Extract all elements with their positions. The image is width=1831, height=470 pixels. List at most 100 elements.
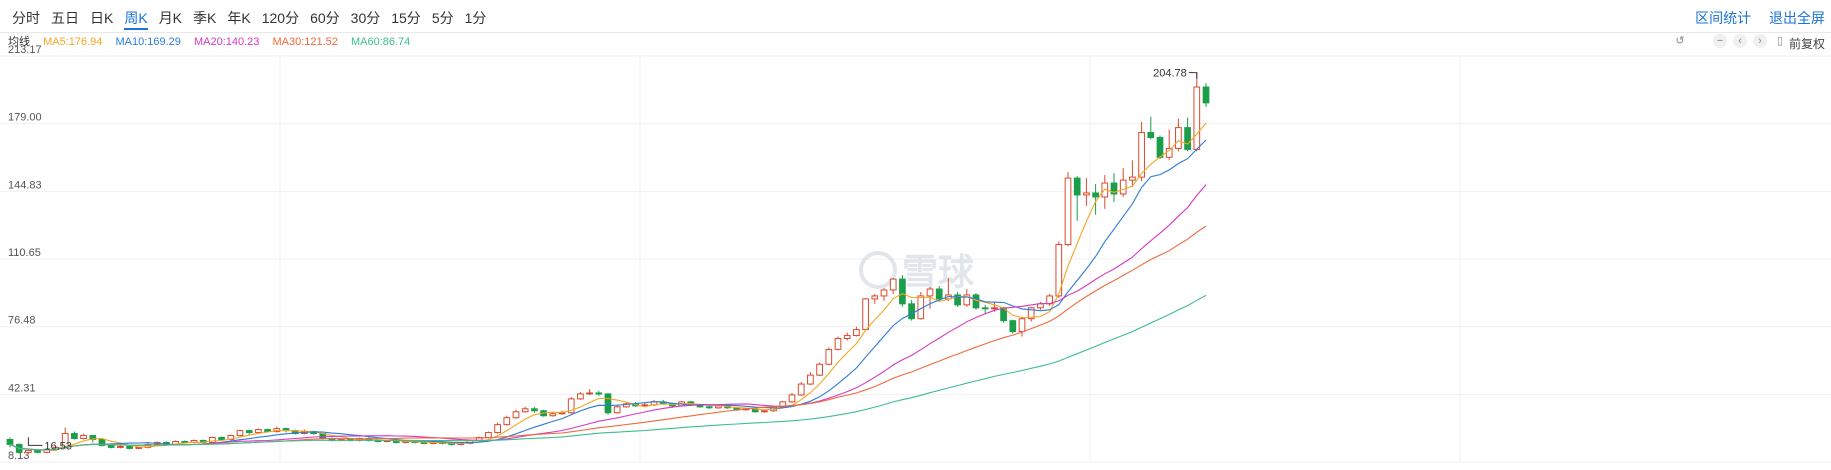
tab-12[interactable]: 1分 bbox=[464, 10, 487, 26]
interval-stats-link[interactable]: 区间统计 bbox=[1695, 10, 1752, 26]
tab-6[interactable]: 年K bbox=[227, 10, 251, 26]
tab-9[interactable]: 30分 bbox=[350, 10, 381, 26]
tab-0[interactable]: 分时 bbox=[12, 10, 40, 26]
candle-body-65 bbox=[604, 393, 612, 414]
ma60-line bbox=[9, 294, 1207, 451]
candle-body-19 bbox=[181, 440, 189, 443]
candle-body-2 bbox=[25, 449, 32, 453]
chart-toolbar: ↺ − ‹ › ▯ 前复权 bbox=[1671, 34, 1831, 51]
candle-body-89 bbox=[825, 348, 833, 365]
exit-fullscreen-link[interactable]: 退出全屏 bbox=[1769, 10, 1825, 26]
candle-body-0 bbox=[6, 438, 14, 445]
candle-body-111 bbox=[1027, 307, 1035, 320]
y-tick-label-4: 76.48 bbox=[8, 315, 36, 327]
candle-body-95 bbox=[880, 289, 888, 297]
candle-body-9 bbox=[89, 435, 97, 440]
y-tick-label-3: 110.65 bbox=[8, 247, 41, 259]
active-tab-underline bbox=[124, 28, 148, 30]
tab-4[interactable]: 月K bbox=[158, 10, 183, 26]
candle-body-85 bbox=[788, 394, 796, 403]
y-tick-label-5: 42.31 bbox=[8, 382, 36, 394]
candle-body-3 bbox=[34, 449, 41, 453]
period-tabs: 分时 五日 日K 周K 月K 季K 年K 120分 60分 30分 15分 5分 1分 bbox=[0, 0, 1831, 33]
low-value-label: 16.53 bbox=[44, 440, 72, 452]
candle-body-52 bbox=[485, 432, 492, 439]
rights-label[interactable]: 前复权 bbox=[1789, 37, 1826, 51]
candle-body-100 bbox=[926, 288, 934, 297]
candle-body-54 bbox=[503, 417, 511, 426]
tab-1[interactable]: 五日 bbox=[51, 10, 79, 26]
candle-body-112 bbox=[1037, 303, 1044, 309]
prev-icon[interactable]: ‹ bbox=[1733, 34, 1747, 48]
candle-body-107 bbox=[991, 307, 998, 310]
candle-body-67 bbox=[623, 403, 630, 408]
candle-body-76 bbox=[705, 406, 713, 409]
candle-body-26 bbox=[245, 430, 253, 434]
tab-5[interactable]: 季K bbox=[193, 10, 217, 26]
candle-body-90 bbox=[834, 338, 842, 350]
tab-7[interactable]: 120分 bbox=[261, 10, 300, 26]
tab-2[interactable]: 日K bbox=[90, 10, 114, 26]
candle-body-14 bbox=[135, 446, 143, 449]
candle-body-25 bbox=[236, 430, 244, 437]
candle-body-22 bbox=[209, 437, 216, 443]
candle-body-59 bbox=[549, 413, 557, 417]
candle-body-104 bbox=[963, 294, 971, 306]
candle-body-103 bbox=[954, 294, 961, 306]
high-value-label: 204.78 bbox=[1153, 68, 1187, 80]
ma10-label: MA10:169.29 bbox=[115, 36, 181, 48]
candle-body-10 bbox=[98, 438, 106, 446]
candle-body-15 bbox=[144, 443, 152, 448]
tab-11[interactable]: 5分 bbox=[431, 10, 454, 26]
ma-legend-title: 均线 bbox=[8, 36, 30, 48]
candle-body-55 bbox=[512, 411, 520, 419]
candle-body-126 bbox=[1165, 147, 1173, 158]
candle-body-101 bbox=[935, 288, 943, 300]
candle-body-106 bbox=[981, 307, 989, 310]
candle-body-117 bbox=[1083, 192, 1090, 196]
next-icon[interactable]: › bbox=[1753, 34, 1767, 48]
ma30-line bbox=[9, 225, 1207, 451]
ma20-line bbox=[9, 184, 1207, 451]
candle-body-63 bbox=[586, 392, 593, 395]
candle-body-118 bbox=[1092, 192, 1099, 198]
candle-body-94 bbox=[871, 295, 879, 300]
candle-body-116 bbox=[1073, 177, 1081, 196]
candle-body-97 bbox=[899, 278, 906, 305]
rights-toggle-icon[interactable]: ▯ bbox=[1776, 35, 1784, 47]
candle-body-110 bbox=[1018, 318, 1026, 333]
candle-body-109 bbox=[1009, 320, 1017, 333]
candle-body-114 bbox=[1055, 243, 1063, 297]
candle-body-86 bbox=[797, 383, 805, 396]
candle-body-62 bbox=[577, 393, 584, 400]
zoom-out-icon[interactable]: − bbox=[1713, 34, 1727, 48]
tab-10[interactable]: 15分 bbox=[391, 10, 421, 26]
candle-body-122 bbox=[1129, 176, 1136, 181]
y-tick-label-0: 213.17 bbox=[8, 44, 42, 56]
candle-body-123 bbox=[1138, 132, 1145, 178]
reset-icon[interactable]: ↺ bbox=[1675, 35, 1685, 47]
candle-body-91 bbox=[843, 335, 851, 340]
ma30-label: MA30:121.52 bbox=[272, 36, 338, 48]
high-marker-line bbox=[1194, 72, 1198, 79]
y-tick-label-2: 144.83 bbox=[8, 179, 42, 191]
tab-8[interactable]: 60分 bbox=[310, 10, 340, 26]
ma-legend: 均线 MA5:176.94 MA10:169.29 MA20:140.23 MA… bbox=[8, 33, 420, 49]
candle-body-61 bbox=[567, 398, 575, 414]
candle-body-130 bbox=[1202, 86, 1210, 104]
ma5-line bbox=[9, 122, 1207, 451]
candle-body-88 bbox=[816, 363, 823, 376]
candle-body-64 bbox=[595, 392, 603, 395]
candle-body-13 bbox=[126, 445, 133, 449]
candle-body-125 bbox=[1156, 137, 1164, 158]
candle-body-12 bbox=[117, 445, 124, 448]
candle-body-53 bbox=[494, 424, 501, 434]
tab-3[interactable]: 周K bbox=[124, 10, 148, 26]
candle-body-128 bbox=[1184, 127, 1191, 150]
ma20-label: MA20:140.23 bbox=[193, 36, 260, 48]
candle-body-8 bbox=[80, 435, 87, 439]
candle-body-11 bbox=[107, 444, 115, 448]
candle-body-98 bbox=[908, 303, 915, 320]
candle-body-124 bbox=[1147, 132, 1155, 139]
candle-body-57 bbox=[531, 408, 538, 412]
